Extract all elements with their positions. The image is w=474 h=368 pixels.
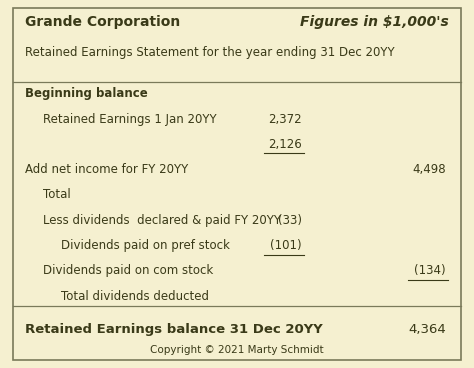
Text: Retained Earnings Statement for the year ending 31 Dec 20YY: Retained Earnings Statement for the year… <box>25 46 395 60</box>
Text: Retained Earnings 1 Jan 20YY: Retained Earnings 1 Jan 20YY <box>43 113 217 126</box>
Text: Figures in $1,000's: Figures in $1,000's <box>300 15 449 29</box>
Text: Add net income for FY 20YY: Add net income for FY 20YY <box>25 163 188 176</box>
Text: Total dividends deducted: Total dividends deducted <box>61 290 209 302</box>
Text: 4,364: 4,364 <box>408 323 446 336</box>
Text: Dividends paid on pref stock: Dividends paid on pref stock <box>61 239 230 252</box>
Text: Dividends paid on com stock: Dividends paid on com stock <box>43 264 213 277</box>
Text: (101): (101) <box>270 239 302 252</box>
Text: Copyright © 2021 Marty Schmidt: Copyright © 2021 Marty Schmidt <box>150 345 324 355</box>
Text: (33): (33) <box>278 214 302 227</box>
Text: Retained Earnings balance 31 Dec 20YY: Retained Earnings balance 31 Dec 20YY <box>25 323 323 336</box>
Text: 2,372: 2,372 <box>268 113 302 126</box>
Text: Grande Corporation: Grande Corporation <box>25 15 180 29</box>
Text: Less dividends  declared & paid FY 20YY: Less dividends declared & paid FY 20YY <box>43 214 281 227</box>
Text: 2,126: 2,126 <box>268 138 302 151</box>
Text: Total: Total <box>43 188 71 202</box>
Text: (134): (134) <box>414 264 446 277</box>
Text: Beginning balance: Beginning balance <box>25 88 148 100</box>
Text: 4,498: 4,498 <box>412 163 446 176</box>
